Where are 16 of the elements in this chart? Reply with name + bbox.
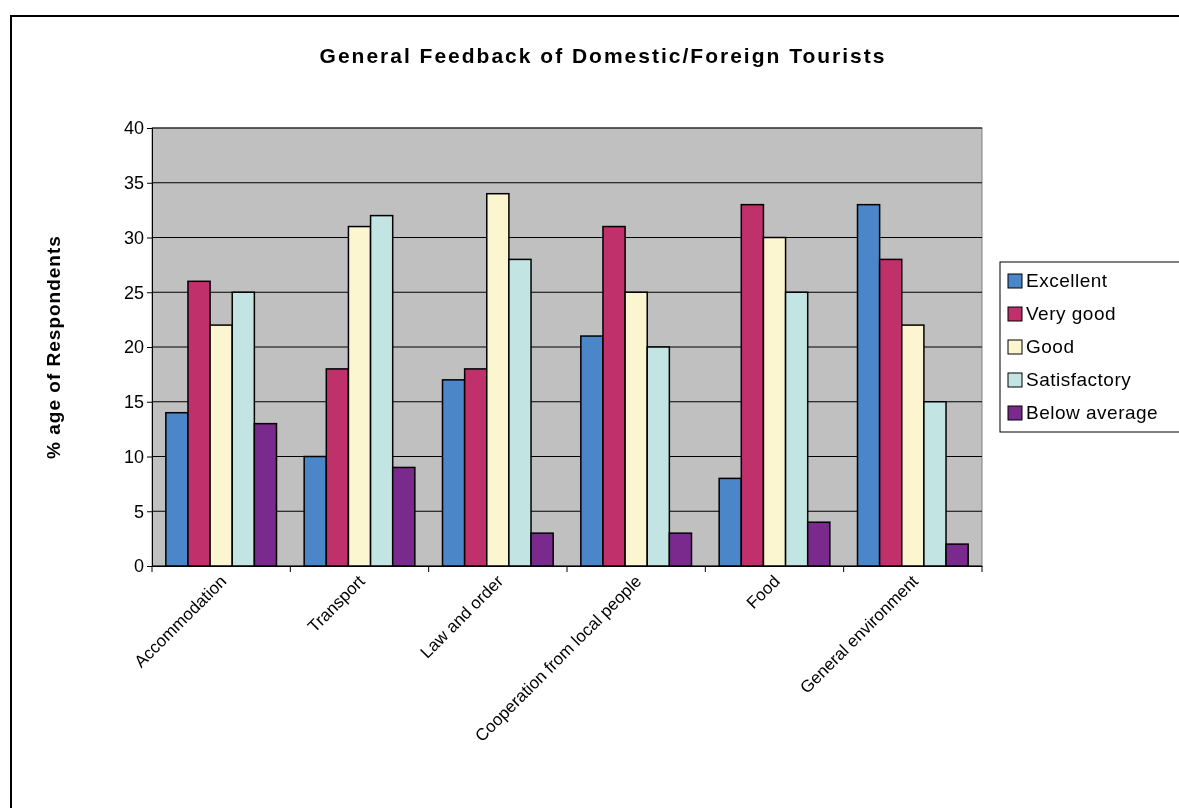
y-tick-label: 40 xyxy=(123,118,144,139)
y-tick-label: 5 xyxy=(133,501,144,522)
y-tick-label: 20 xyxy=(123,337,144,358)
legend-label: Good xyxy=(1026,336,1075,357)
y-tick-label: 35 xyxy=(123,173,144,194)
legend-label: Satisfactory xyxy=(1026,369,1132,390)
y-tick-label: 10 xyxy=(123,446,144,467)
y-tick-label: 15 xyxy=(123,392,144,413)
y-tick-label: 25 xyxy=(123,282,144,303)
legend-label: Excellent xyxy=(1026,270,1108,291)
y-tick-label: 0 xyxy=(133,556,144,577)
y-tick-label: 30 xyxy=(123,227,144,248)
y-axis-title: % age of Respondents xyxy=(43,235,64,459)
chart-title: General Feedback of Domestic/Foreign Tourists xyxy=(319,44,887,67)
legend-label: Very good xyxy=(1026,303,1117,324)
legend-label: Below average xyxy=(1026,402,1159,423)
